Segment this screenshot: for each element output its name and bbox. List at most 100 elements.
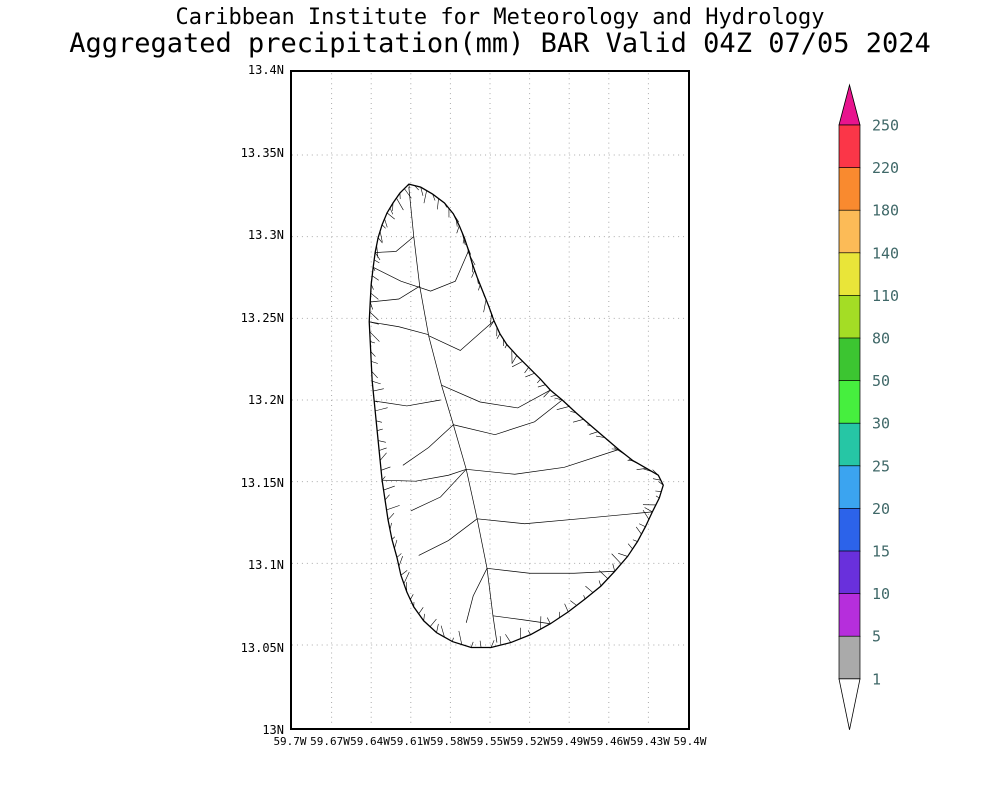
colorbar-segment [838,422,861,467]
watershed-spur [372,275,379,281]
watershed-spur [612,563,616,572]
watershed-spur [596,435,605,438]
x-tick-label: 59.52W [510,735,550,748]
watershed-spur [489,320,495,328]
colorbar-segment [838,465,861,510]
watershed-spur [398,555,403,567]
watershed-spur [370,292,379,300]
y-tick-label: 13.4N [247,63,284,77]
watershed-boundary [492,615,551,625]
watershed-spur [511,361,523,368]
watershed-boundary [373,251,469,292]
colorbar-arrow-bottom [838,678,861,730]
watershed-spur [375,407,388,412]
colorbar-label: 1 [872,670,881,688]
watershed-spur [376,420,382,423]
watershed-spur [550,394,557,397]
x-tick-label: 59.46W [590,735,630,748]
colorbar-label: 10 [872,585,890,603]
watershed-spur [585,585,594,593]
watershed-spur [369,331,380,342]
watershed-spur [496,333,501,339]
watershed-spur [537,384,546,388]
watershed-spur [543,389,551,398]
watershed-spur [374,259,380,264]
watershed-boundary [418,518,478,556]
watershed-spur [377,237,383,244]
y-tick-label: 13.05N [240,640,284,655]
y-tick-label: 13.25N [240,310,284,325]
x-tick-label: 59.64W [350,735,390,748]
watershed-spur [655,490,662,492]
watershed-boundary [453,399,563,436]
watershed-spur [546,617,551,624]
x-tick-label: 59.43W [630,735,670,748]
watershed-spur [505,634,512,643]
colorbar-label: 5 [872,628,881,646]
watershed-boundary [466,449,619,475]
colorbar-label: 180 [872,202,899,220]
x-tick-label: 59.58W [430,735,470,748]
watershed-spur [370,341,376,344]
colorbar-segment [838,124,861,169]
colorbar-label: 250 [872,117,899,135]
watershed-spur [490,640,495,648]
x-tick-label: 59.67W [310,735,350,748]
watershed-spur [458,630,463,645]
colorbar-label: 30 [872,415,890,433]
x-tick-label: 59.7W [273,735,307,748]
watershed-spur [404,188,412,199]
watershed-boundary [382,468,467,482]
watershed-spur [632,539,638,542]
watershed-spur [636,468,647,471]
watershed-spur [456,225,460,234]
watershed-spur [379,452,387,461]
watershed-spur [370,351,376,357]
watershed-spur [556,406,570,410]
colorbar-label: 110 [872,287,899,305]
watershed-spur [440,625,445,638]
colorbar-segment [838,550,861,595]
watershed-spur [470,641,474,648]
watershed-spur [394,539,398,549]
watershed-spur [490,313,492,325]
colorbar-label: 20 [872,500,890,518]
watershed-spur [423,613,425,621]
watershed-spur [471,270,475,278]
watershed-spur [420,187,424,196]
colorbar-label: 50 [872,372,890,390]
colorbar-segment [838,380,861,424]
watershed-spur [386,212,395,220]
watershed-spur [384,218,388,228]
watershed-spur [598,580,602,587]
watershed-boundary [402,424,454,466]
map-plot-area [290,70,690,730]
watershed-boundary [370,285,420,303]
watershed-spur [429,618,437,627]
x-tick-label: 59.55W [470,735,510,748]
watershed-spur [589,431,599,435]
colorbar-segment [838,508,861,552]
y-tick-label: 13N [262,723,284,737]
watershed-spur [639,523,646,527]
watershed-spur [570,600,577,606]
watershed-spur [483,299,487,313]
watershed-spur [378,440,386,443]
watershed-spur [642,509,650,520]
colorbar-label: 25 [872,457,890,475]
watershed-spur [383,485,395,491]
watershed-boundary [428,320,495,351]
watershed-spur [377,428,383,431]
watershed-spur [396,197,404,211]
island-coastline [368,183,664,649]
watershed-spur [373,388,384,392]
watershed-spur [380,466,391,471]
watershed-spur [524,367,529,374]
watershed-spur [410,594,414,600]
watershed-boundary [375,236,414,253]
watershed-boundary [369,321,429,335]
y-tick-label: 13.1N [247,558,284,572]
watershed-spur [372,380,381,385]
watershed-spur [511,355,517,364]
institution-title: Caribbean Institute for Meteorology and … [175,5,825,30]
